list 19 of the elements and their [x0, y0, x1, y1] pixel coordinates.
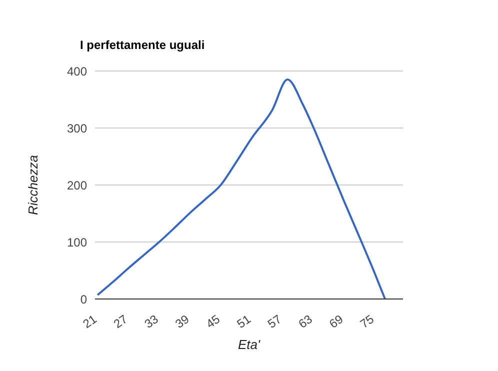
- x-tick-label: 51: [234, 312, 254, 332]
- x-tick-label: 75: [358, 312, 377, 332]
- x-tick-label: 27: [111, 312, 130, 332]
- chart-title: I perfettamente uguali: [80, 38, 205, 52]
- x-tick-label: 57: [265, 312, 284, 332]
- y-tick-label: 0: [80, 292, 88, 306]
- y-tick-label: 400: [66, 64, 88, 78]
- x-tick-label: 33: [142, 312, 162, 332]
- x-tick-label: 63: [296, 312, 316, 332]
- x-tick-label: 39: [172, 312, 192, 332]
- y-tick-label: 200: [66, 178, 88, 192]
- x-tick-label: 21: [80, 312, 100, 332]
- y-axis-title: Ricchezza: [26, 155, 41, 215]
- y-tick-label: 300: [66, 121, 88, 136]
- x-axis-title: Eta': [238, 337, 261, 352]
- line-series: [96, 78, 386, 299]
- y-tick-label: 100: [66, 235, 88, 250]
- x-tick-label: 45: [204, 312, 223, 332]
- x-tick-label: 69: [326, 312, 346, 332]
